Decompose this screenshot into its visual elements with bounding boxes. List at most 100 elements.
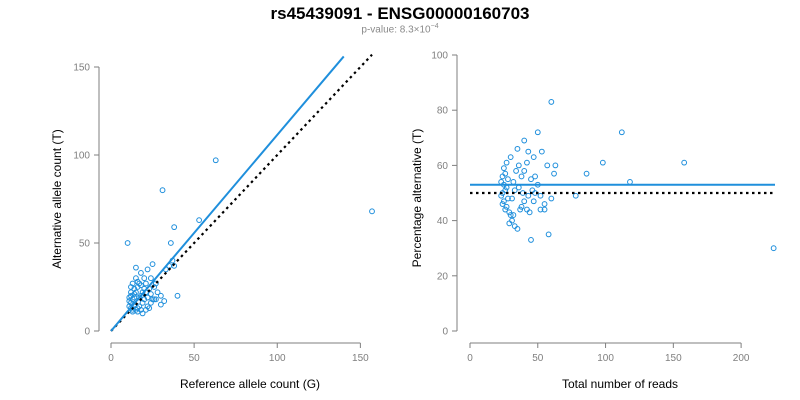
plot2-x-tick-label: 200 bbox=[733, 353, 750, 364]
plot1-y-tick-label: 100 bbox=[73, 151, 90, 162]
plot2-point bbox=[499, 173, 506, 180]
plot2-point bbox=[518, 173, 525, 180]
plot2-point bbox=[528, 176, 534, 183]
plot1-point bbox=[174, 292, 181, 299]
plot2-point bbox=[498, 179, 505, 185]
plot2-point bbox=[503, 159, 510, 166]
plot2-point bbox=[537, 192, 544, 199]
plot1-point bbox=[369, 208, 375, 215]
plot2-point bbox=[505, 195, 511, 202]
plot2-point bbox=[509, 195, 515, 202]
plot2-point bbox=[548, 195, 555, 202]
plot2-y-tick-label: 80 bbox=[437, 106, 449, 117]
plot1-point bbox=[148, 291, 154, 297]
plot2-point bbox=[499, 201, 506, 207]
plot1-marks: 0 50 100 150 0 50 100 150 bbox=[73, 53, 375, 364]
plot2-point bbox=[513, 168, 519, 174]
plot1-point bbox=[139, 310, 146, 317]
plot1-point bbox=[136, 280, 143, 287]
plot1-point bbox=[131, 291, 138, 297]
plot1-ylabel: Alternative allele count (T) bbox=[50, 129, 64, 268]
plot1-point bbox=[149, 261, 156, 268]
plot2-point bbox=[599, 159, 606, 166]
plot2-point bbox=[583, 170, 590, 177]
plot2-point bbox=[509, 217, 515, 224]
plot2-point bbox=[541, 206, 548, 213]
plot1-reference-line bbox=[110, 53, 373, 332]
plot2-point bbox=[532, 173, 538, 180]
plot2-point bbox=[518, 203, 525, 210]
plot1-point bbox=[141, 275, 148, 282]
plot1-point bbox=[124, 240, 131, 246]
plot1-fit-line bbox=[110, 55, 345, 332]
plot2-point bbox=[510, 179, 517, 185]
plot2-y-tick-label: 20 bbox=[437, 271, 449, 282]
plot2-marks: 0 50 100 150 200 0 20 40 60 80 100 bbox=[431, 51, 777, 364]
plot1-point bbox=[133, 264, 139, 271]
plot1-point bbox=[159, 187, 166, 194]
plot1-point bbox=[196, 217, 203, 224]
plot2-point bbox=[502, 170, 509, 177]
plot2-y-tick-label: 0 bbox=[442, 327, 448, 338]
plot2-x-tick-label: 150 bbox=[665, 353, 682, 364]
plot2-ylabel: Percentage alternative (T) bbox=[410, 129, 424, 268]
plot1-point bbox=[171, 224, 178, 231]
plot1-point bbox=[167, 240, 174, 246]
plot2-point bbox=[521, 198, 528, 205]
plot1-point bbox=[161, 298, 168, 304]
plot2-point bbox=[526, 209, 533, 216]
scatter-plot-allele-counts: 0 50 100 150 0 50 100 150 Reference allele coun… bbox=[50, 53, 375, 391]
plot1-point bbox=[157, 292, 164, 299]
plot2-point bbox=[548, 99, 555, 105]
plot2-x-tick-label: 0 bbox=[467, 353, 473, 364]
plot2-point bbox=[503, 203, 510, 210]
plot2-point bbox=[502, 206, 509, 213]
plot2-point bbox=[507, 212, 514, 218]
p-value-exponent: −4 bbox=[430, 23, 439, 30]
plot2-point bbox=[572, 192, 579, 199]
plot2-point bbox=[524, 206, 530, 213]
plot1-point bbox=[144, 266, 151, 273]
plot2-point bbox=[507, 154, 514, 161]
plot1-point bbox=[146, 305, 153, 312]
plot1-x-tick-label: 150 bbox=[352, 353, 369, 364]
plot2-point bbox=[538, 148, 545, 155]
plot2-x-tick-label: 50 bbox=[532, 353, 544, 364]
plot1-y-tick-label: 0 bbox=[84, 327, 90, 338]
plot2-point bbox=[500, 198, 507, 205]
plot2-x-tick-label: 100 bbox=[597, 353, 614, 364]
plot2-point bbox=[521, 168, 528, 174]
plot2-point bbox=[506, 209, 513, 216]
plot1-point bbox=[144, 294, 151, 301]
p-value-text: p-value: 8.3×10 bbox=[361, 24, 431, 36]
plot1-point bbox=[134, 308, 141, 315]
plot2-point bbox=[500, 165, 507, 172]
plot2-point bbox=[618, 129, 625, 136]
plot1-x-tick-label: 0 bbox=[108, 353, 114, 364]
plot2-point bbox=[510, 212, 517, 218]
plot1-point bbox=[157, 301, 164, 308]
plot2-point bbox=[545, 231, 552, 238]
plot2-point bbox=[551, 170, 557, 177]
plot1-point bbox=[148, 299, 154, 306]
plot2-point bbox=[517, 206, 524, 213]
plot1-point bbox=[154, 289, 161, 296]
plot2-point bbox=[770, 245, 777, 252]
plot1-x-tick-label: 100 bbox=[269, 353, 286, 364]
plot2-y-tick-label: 40 bbox=[437, 216, 449, 227]
plot2-point bbox=[544, 162, 551, 169]
plot2-y-tick-label: 60 bbox=[437, 161, 449, 172]
plot2-point bbox=[541, 201, 548, 207]
plot2-point bbox=[530, 154, 537, 161]
plot2-point bbox=[525, 192, 532, 199]
plot2-point bbox=[521, 137, 528, 144]
plot1-point bbox=[148, 275, 154, 282]
plot1-point bbox=[151, 296, 158, 303]
plot2-xlabel: Total number of reads bbox=[562, 377, 678, 391]
plot1-y-tick-label: 150 bbox=[73, 63, 90, 74]
plot1-point bbox=[136, 294, 143, 301]
plot2-point bbox=[681, 159, 688, 166]
plot1-point bbox=[133, 275, 139, 282]
plot1-point bbox=[152, 296, 159, 303]
